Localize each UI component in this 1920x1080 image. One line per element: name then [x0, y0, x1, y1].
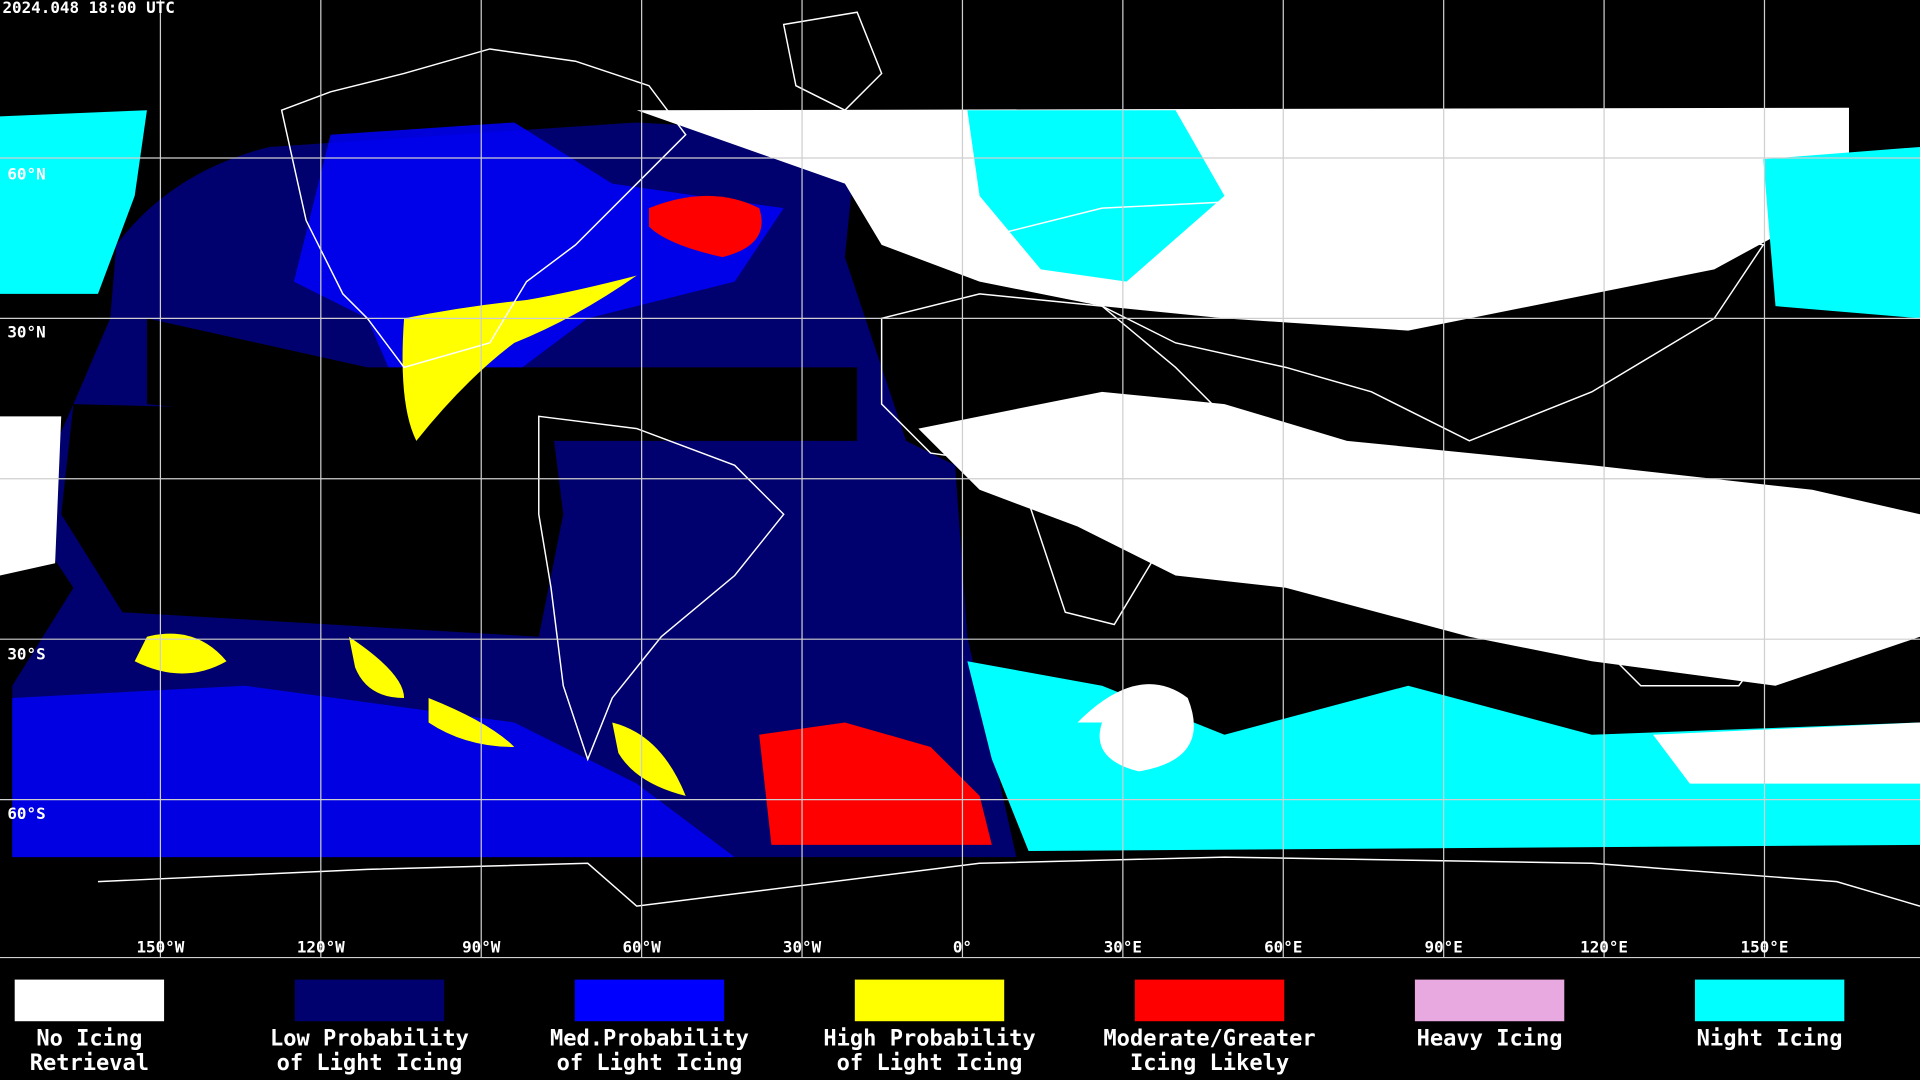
legend-label: Retrieval: [30, 1051, 149, 1076]
coastline: [952, 195, 1765, 442]
legend-swatch: [1694, 979, 1845, 1022]
legend-label: Med.Probability: [550, 1027, 749, 1052]
legend-label: Icing Likely: [1130, 1051, 1289, 1076]
coastline: [97, 856, 1920, 907]
legend-label: Low Probability: [270, 1027, 469, 1052]
med-probability-area: [12, 685, 735, 858]
legend-label: of Light Icing: [557, 1051, 743, 1076]
coastline: [782, 11, 883, 112]
latitude-label: 30°S: [7, 645, 45, 664]
legend-label: of Light Icing: [277, 1051, 463, 1076]
latitude-labels: 60°N 30°N 30°S 60°S: [7, 165, 45, 823]
coastline: [280, 48, 687, 369]
longitude-label: 30°E: [1104, 937, 1142, 956]
longitude-label: 30°W: [783, 937, 822, 956]
legend-label: Night Icing: [1697, 1027, 1843, 1052]
coastline: [538, 415, 785, 762]
longitude-label: 90°E: [1425, 937, 1463, 956]
legend-label: Moderate/Greater: [1103, 1027, 1315, 1052]
longitude-label: 0°: [953, 937, 972, 956]
moderate-area: [648, 195, 762, 258]
high-probability-area: [402, 275, 637, 441]
high-probability-area: [134, 633, 686, 796]
no-icing-area: [0, 416, 62, 576]
longitude-label: 150°W: [136, 937, 184, 956]
legend-label: of Light Icing: [837, 1051, 1023, 1076]
no-icing-area: [918, 391, 1920, 686]
longitude-label: 150°E: [1741, 937, 1789, 956]
legend-swatch: [294, 979, 445, 1022]
coastline: [1591, 538, 1777, 687]
no-icing-area: [636, 107, 1849, 331]
longitude-labels: 150°W 120°W 90°W 60°W 30°W 0° 30°E 60°E 90°E 120°…: [136, 937, 1788, 956]
legend-swatch: [1414, 979, 1565, 1022]
longitude-label: 120°E: [1580, 937, 1628, 956]
graticule: [0, 0, 1920, 959]
longitude-label: 120°W: [297, 937, 345, 956]
clear-area: [61, 404, 564, 637]
latitude-label: 60°S: [7, 804, 45, 823]
latitude-label: 60°N: [7, 165, 45, 184]
legend-swatch: [1134, 979, 1285, 1022]
longitude-label: 60°E: [1264, 937, 1302, 956]
longitude-label: 60°W: [622, 937, 661, 956]
legend-label: Heavy Icing: [1417, 1027, 1563, 1052]
legend-swatch: [574, 979, 725, 1022]
coastlines: [97, 11, 1920, 907]
clear-area: [146, 318, 858, 441]
legend-label: No Icing: [36, 1027, 142, 1052]
no-icing-area: [1077, 684, 1920, 784]
longitude-label: 90°W: [462, 937, 501, 956]
moderate-area: [759, 722, 992, 845]
legend-label: High Probability: [823, 1027, 1035, 1052]
coastline: [880, 293, 1226, 626]
legend-swatch: [854, 979, 1005, 1022]
timestamp: 2024.048 18:00 UTC: [2, 0, 174, 17]
latitude-label: 30°N: [7, 323, 45, 342]
legend-swatch: [14, 979, 165, 1022]
